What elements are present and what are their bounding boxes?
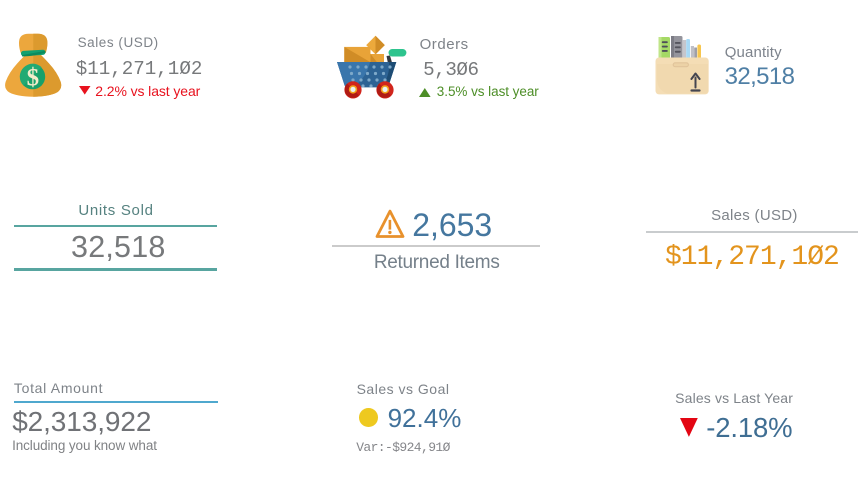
svg-text:$: $ xyxy=(27,64,40,91)
